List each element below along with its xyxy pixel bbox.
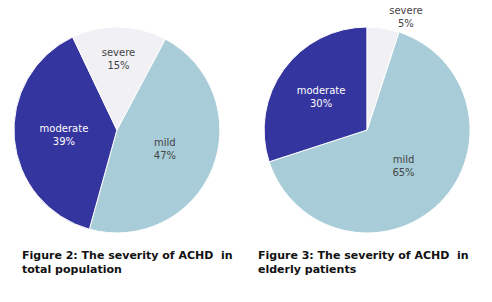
svg-text:severe15%: severe15% (102, 47, 135, 71)
svg-text:Figure 3: The severity of ACHD: Figure 3: The severity of ACHD inelderly… (258, 249, 469, 276)
svg-text:mild47%: mild47% (154, 137, 176, 161)
svg-text:moderate30%: moderate30% (297, 85, 346, 109)
svg-text:severe5%: severe5% (389, 5, 422, 29)
svg-text:moderate39%: moderate39% (40, 123, 89, 147)
svg-text:mild65%: mild65% (392, 154, 414, 178)
svg-text:Figure 2: The severity of ACHD: Figure 2: The severity of ACHD intotal p… (22, 249, 233, 276)
